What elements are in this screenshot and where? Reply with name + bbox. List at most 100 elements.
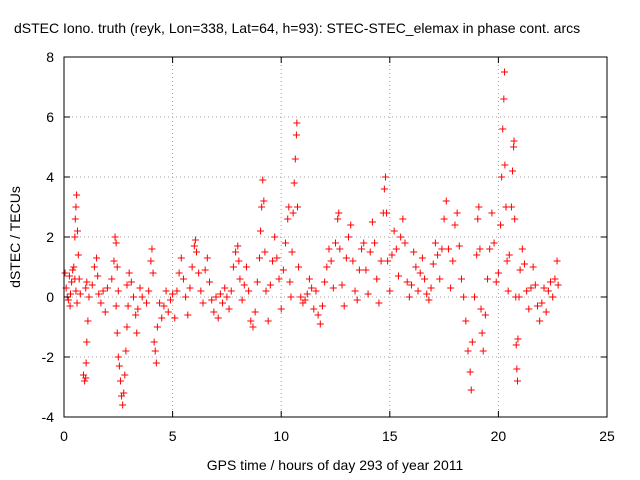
data-point (429, 260, 437, 268)
data-point (447, 284, 455, 292)
data-point (384, 257, 392, 265)
data-point (416, 269, 424, 277)
data-point (291, 155, 299, 163)
data-point (210, 308, 218, 316)
data-point (191, 236, 199, 244)
data-point (94, 272, 102, 280)
x-tick-label: 5 (169, 428, 177, 444)
data-point (249, 323, 257, 331)
data-point (216, 290, 224, 298)
data-point (177, 254, 185, 262)
data-point (414, 287, 422, 295)
data-point (436, 275, 444, 283)
data-point (494, 269, 502, 277)
data-point (536, 317, 544, 325)
y-tick-label: 8 (46, 49, 54, 65)
data-point (499, 125, 507, 133)
y-tick-label: 6 (46, 109, 54, 125)
data-point (76, 290, 84, 298)
data-point (514, 377, 522, 385)
data-point (329, 284, 337, 292)
x-axis-ticks: 0 5 10 15 20 25 (60, 57, 615, 444)
y-tick-label: -4 (42, 409, 55, 425)
data-point (338, 281, 346, 289)
data-point (509, 167, 517, 175)
data-point (366, 248, 374, 256)
chart-title: dSTEC Iono. truth (reyk, Lon=338, Lat=64… (14, 20, 580, 36)
data-point (261, 248, 269, 256)
data-point (412, 263, 420, 271)
data-point (368, 218, 376, 226)
data-point (225, 305, 233, 313)
data-point (303, 290, 311, 298)
data-point (392, 245, 400, 253)
y-tick-label: -2 (42, 349, 55, 365)
data-point (136, 284, 144, 292)
data-point (444, 245, 452, 253)
data-point (380, 185, 388, 193)
data-point (473, 251, 481, 259)
data-point (388, 251, 396, 259)
data-point (479, 347, 487, 355)
data-point (72, 203, 80, 211)
data-point (467, 386, 475, 394)
data-point (82, 359, 90, 367)
data-point (410, 248, 418, 256)
data-point (527, 284, 535, 292)
data-point (69, 266, 77, 274)
data-point (245, 287, 253, 295)
data-point (123, 323, 131, 331)
data-point (188, 263, 196, 271)
data-point (542, 308, 550, 316)
data-point (149, 269, 157, 277)
data-point (151, 347, 159, 355)
data-point (74, 251, 82, 259)
data-point (423, 290, 431, 298)
data-point (73, 299, 81, 307)
data-point (345, 233, 353, 241)
data-point (440, 215, 448, 223)
data-point (150, 338, 158, 346)
data-point (108, 275, 116, 283)
data-point (314, 311, 322, 319)
y-axis-label: dSTEC / TECUs (7, 186, 23, 288)
y-tick-label: 2 (46, 229, 54, 245)
data-point (399, 215, 407, 223)
data-point (82, 284, 90, 292)
data-point (221, 284, 229, 292)
data-point (122, 347, 130, 355)
data-point (61, 269, 69, 277)
grid (64, 57, 607, 417)
data-point (125, 269, 133, 277)
data-point (71, 215, 79, 223)
data-point (277, 305, 285, 313)
data-point (340, 302, 348, 310)
data-point (145, 287, 153, 295)
data-point (120, 389, 128, 397)
plot-frame (63, 56, 608, 418)
data-point (242, 263, 250, 271)
data-point (544, 287, 552, 295)
data-point (235, 257, 243, 265)
data-point (434, 251, 442, 259)
data-point (531, 281, 539, 289)
data-point (93, 254, 101, 262)
data-point (82, 374, 90, 382)
data-point (269, 257, 277, 265)
data-point (203, 254, 211, 262)
data-point (158, 314, 166, 322)
data-point (325, 245, 333, 253)
data-point (173, 287, 181, 295)
data-point (284, 215, 292, 223)
data-point (347, 221, 355, 229)
data-point (511, 215, 519, 223)
data-point (551, 275, 559, 283)
data-point (73, 227, 81, 235)
data-point (401, 239, 409, 247)
x-tick-label: 25 (599, 428, 615, 444)
data-point (175, 269, 183, 277)
data-point (113, 329, 121, 337)
data-point (466, 368, 474, 376)
data-point (273, 254, 281, 262)
data-point (184, 311, 192, 319)
